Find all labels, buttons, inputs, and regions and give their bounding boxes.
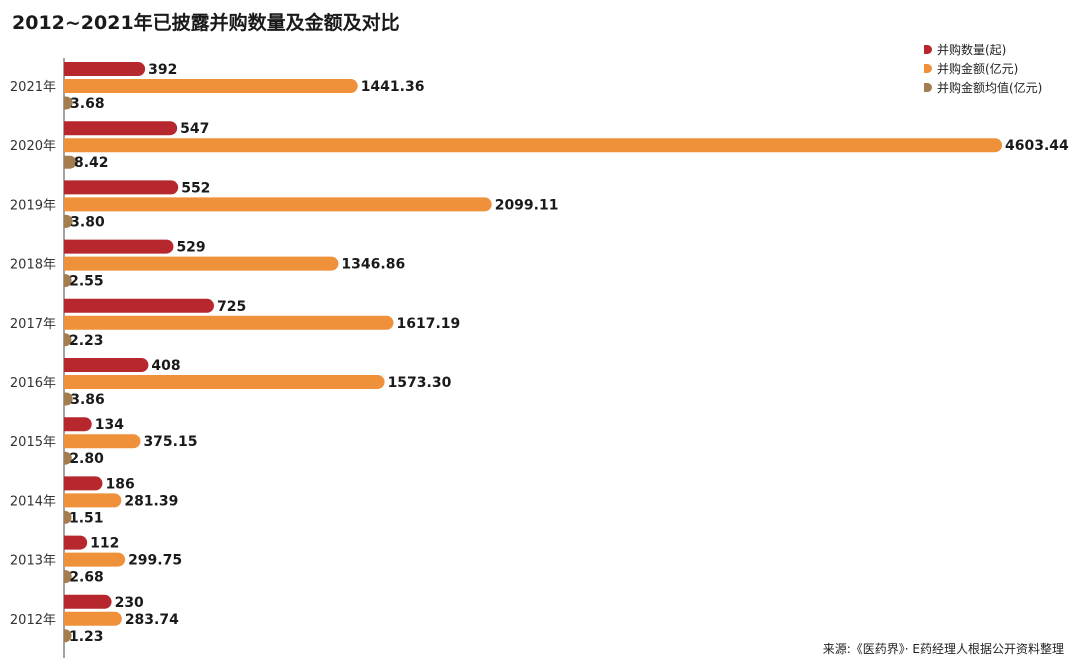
- bar-amount: [64, 138, 1003, 153]
- bar-avg: [64, 629, 72, 643]
- data-label-amount: 4603.44: [1005, 138, 1069, 154]
- bar-avg: [64, 510, 72, 524]
- bar-count: [64, 239, 174, 254]
- data-label-count: 392: [148, 62, 177, 78]
- chart-title: 2012~2021年已披露并购数量及金额及对比: [12, 12, 400, 34]
- bar-avg: [64, 274, 72, 288]
- data-label-amount: 1573.30: [388, 375, 452, 391]
- category-label: 2014年: [10, 494, 56, 509]
- legend-swatch-count: [924, 45, 932, 54]
- legend-item-count: 并购数量(起): [924, 40, 1042, 59]
- data-label-avg: 1.51: [69, 510, 104, 526]
- data-label-avg: 8.42: [74, 155, 109, 171]
- bar-amount: [64, 611, 122, 626]
- bar-amount: [64, 375, 385, 389]
- data-label-amount: 1441.36: [361, 79, 425, 95]
- legend: 并购数量(起) 并购金额(亿元) 并购金额均值(亿元): [924, 40, 1042, 97]
- data-label-amount: 1617.19: [397, 316, 461, 332]
- category-label: 2021年: [10, 80, 56, 95]
- category-label: 2018年: [10, 258, 56, 273]
- bar-avg: [64, 96, 73, 110]
- bar-count: [64, 594, 112, 609]
- bar-amount: [64, 493, 122, 508]
- bar-count: [64, 535, 88, 550]
- data-label-amount: 1346.86: [341, 257, 405, 273]
- bar-count: [64, 62, 146, 76]
- bar-avg: [64, 333, 72, 347]
- data-label-avg: 1.23: [69, 629, 104, 645]
- bar-amount: [64, 256, 339, 271]
- data-label-count: 112: [90, 536, 119, 552]
- bar-count: [64, 121, 178, 136]
- data-label-avg: 2.55: [69, 274, 104, 290]
- category-label: 2012年: [10, 613, 56, 628]
- bar-count: [64, 180, 179, 195]
- legend-label-avg: 并购金额均值(亿元): [937, 81, 1043, 95]
- data-label-amount: 2099.11: [495, 197, 559, 213]
- data-label-count: 186: [105, 476, 134, 492]
- data-label-count: 230: [115, 595, 144, 611]
- legend-label-amount: 并购金额(亿元): [937, 62, 1019, 76]
- legend-swatch-amount: [924, 64, 932, 73]
- bar-amount: [64, 79, 358, 94]
- category-label: 2019年: [10, 198, 56, 213]
- data-label-avg: 2.80: [69, 451, 104, 467]
- bar-amount: [64, 552, 126, 567]
- data-label-count: 529: [176, 240, 205, 256]
- bar-count: [64, 298, 215, 313]
- data-label-avg: 3.86: [70, 392, 105, 408]
- legend-item-amount: 并购金额(亿元): [924, 59, 1042, 78]
- bar-amount: [64, 434, 141, 449]
- bar-amount: [64, 197, 492, 212]
- category-label: 2016年: [10, 376, 56, 391]
- category-label: 2013年: [10, 554, 56, 569]
- category-label: 2017年: [10, 317, 56, 332]
- legend-label-count: 并购数量(起): [937, 43, 1007, 57]
- data-label-count: 552: [181, 180, 210, 196]
- data-label-count: 547: [180, 121, 209, 137]
- legend-swatch-avg: [924, 83, 932, 92]
- bar-amount: [64, 315, 394, 330]
- category-label: 2015年: [10, 435, 56, 450]
- bar-count: [64, 417, 92, 432]
- data-label-avg: 3.68: [70, 96, 105, 112]
- bar-count: [64, 476, 103, 491]
- data-label-count: 134: [95, 417, 124, 433]
- data-label-avg: 2.68: [69, 570, 104, 586]
- data-label-count: 725: [217, 299, 246, 315]
- bar-avg: [64, 214, 73, 228]
- data-label-amount: 281.39: [124, 493, 178, 509]
- data-label-count: 408: [151, 358, 180, 374]
- data-label-amount: 283.74: [125, 612, 179, 628]
- category-label: 2020年: [10, 139, 56, 154]
- data-label-avg: 3.80: [70, 214, 105, 230]
- data-label-amount: 375.15: [143, 434, 197, 450]
- source-note: 来源:《医药界》· E药经理人根据公开资料整理: [822, 642, 1064, 656]
- bar-avg: [64, 155, 77, 169]
- data-label-avg: 2.23: [69, 333, 104, 349]
- bar-avg: [64, 451, 72, 465]
- bar-avg: [64, 392, 73, 406]
- data-label-amount: 299.75: [128, 553, 182, 569]
- legend-item-avg: 并购金额均值(亿元): [924, 78, 1042, 97]
- bar-avg: [64, 570, 72, 584]
- bar-count: [64, 358, 149, 372]
